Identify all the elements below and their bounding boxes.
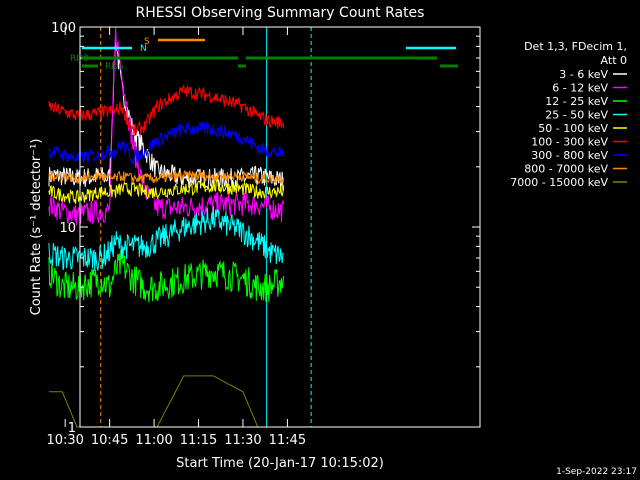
x-tick-label: 11:30	[224, 433, 261, 448]
series-line-9	[48, 375, 284, 428]
date-stamp: 1-Sep-2022 23:17	[556, 467, 637, 477]
flag-label-n: N	[140, 44, 147, 54]
legend-label: 100 - 300 keV	[531, 136, 608, 149]
chart-title: RHESSI Observing Summary Count Rates	[136, 5, 425, 21]
flag-label-rd0: RD0	[70, 54, 89, 64]
flag-label-s: S	[144, 37, 150, 47]
y-axis: 1 10 100	[51, 21, 480, 436]
series-line-6	[48, 85, 285, 137]
legend-label: 7000 - 15000 keV	[510, 176, 608, 189]
x-tick-label: 11:00	[135, 433, 172, 448]
legend-header: Det 1,3, FDecim 1,	[524, 40, 627, 53]
legend-label: 25 - 50 keV	[545, 109, 608, 122]
legend-label: 3 - 6 keV	[559, 68, 608, 81]
x-tick-label: 11:15	[180, 433, 217, 448]
series-line-3	[48, 250, 285, 303]
y-axis-label: Count Rate (s⁻¹ detector⁻¹)	[29, 139, 44, 316]
legend-label: 800 - 7000 keV	[524, 163, 608, 176]
legend-header: Att 0	[601, 54, 627, 67]
y-tick-label: 100	[51, 21, 76, 36]
x-tick-label: 11:45	[269, 433, 306, 448]
status-flags: NS RD0 RD6	[70, 37, 458, 72]
legend-label: 300 - 800 keV	[531, 149, 608, 162]
x-tick-label: 10:30	[46, 433, 83, 448]
plot-frame	[79, 26, 481, 428]
legend-label: 50 - 100 keV	[538, 122, 608, 135]
y-tick-label: 1	[68, 421, 76, 436]
series-line-8	[48, 170, 285, 185]
series-line-7	[48, 121, 285, 166]
x-axis: 10:30 10:45 11:00 11:15 11:30 11:45	[46, 27, 306, 448]
y-tick-label: 10	[59, 221, 76, 236]
series-line-1	[48, 33, 285, 192]
x-tick-label: 10:45	[91, 433, 128, 448]
series-line-2	[48, 26, 285, 226]
legend-label: 6 - 12 keV	[552, 82, 608, 95]
legend-label: 12 - 25 keV	[545, 95, 608, 108]
series-line-5	[48, 178, 285, 204]
plot-area	[48, 26, 312, 428]
x-axis-label: Start Time (20-Jan-17 10:15:02)	[176, 456, 384, 471]
series-line-4	[48, 206, 285, 272]
flag-label-rd6: RD6	[105, 62, 124, 72]
